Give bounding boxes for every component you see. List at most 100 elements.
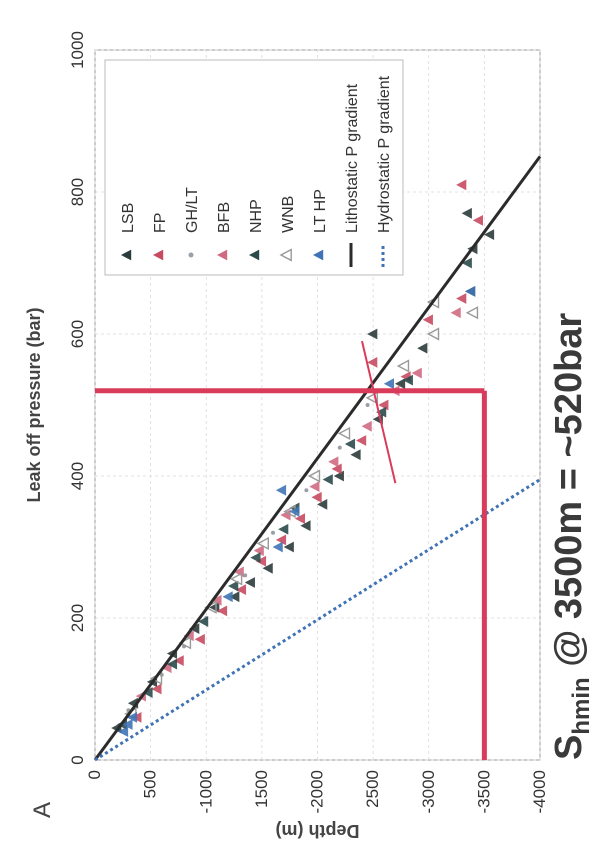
y-tick-label: -3500 (474, 770, 493, 813)
data-point (189, 623, 200, 635)
data-point (194, 633, 205, 645)
data-point (122, 719, 133, 730)
annotation-subscript: hmin (568, 677, 595, 734)
legend-swatch (217, 249, 228, 261)
data-point (483, 229, 495, 240)
data-point (228, 580, 239, 592)
x-axis-label: Leak off pressure (bar) (24, 307, 44, 502)
x-tick-label: 800 (68, 178, 87, 206)
data-point (337, 445, 342, 450)
data-point (426, 327, 440, 341)
data-point (417, 342, 428, 354)
y-tick-label: 1500 (252, 770, 271, 808)
data-point (307, 469, 321, 483)
data-point (280, 509, 291, 521)
data-point (256, 536, 269, 551)
data-point (322, 474, 333, 485)
legend-swatch (153, 249, 164, 261)
data-point (183, 630, 194, 642)
data-point (309, 481, 320, 493)
data-point (317, 499, 328, 510)
data-point (394, 378, 406, 390)
data-point (472, 215, 484, 226)
line-lithostatic-p-gradient (93, 155, 542, 761)
x-tick-label: 400 (68, 462, 87, 490)
legend-label: FP (152, 213, 169, 233)
data-point (367, 328, 378, 340)
data-point (262, 562, 273, 574)
data-point (461, 257, 472, 269)
data-point (244, 577, 255, 588)
data-point (166, 658, 178, 670)
series-fp (131, 179, 484, 723)
data-point (356, 435, 367, 446)
legend-label: WNB (280, 196, 297, 233)
data-point (117, 726, 129, 737)
data-point (222, 591, 233, 603)
data-point (178, 636, 192, 650)
y-tick-label: -1000 (196, 770, 215, 813)
data-point (229, 572, 243, 586)
legend-label: GH/LT (184, 187, 201, 233)
data-point (209, 601, 220, 613)
y-tick-label: -3000 (419, 770, 438, 813)
data-point (253, 545, 264, 556)
data-point (402, 374, 413, 386)
legend-label: LSB (120, 203, 137, 233)
y-tick-label: 500 (141, 770, 160, 798)
data-point (198, 616, 209, 627)
data-point (422, 314, 433, 326)
data-point (275, 534, 287, 546)
data-point (344, 438, 356, 450)
data-point (311, 491, 322, 503)
series-lsb (111, 207, 495, 734)
y-tick-label: 0 (85, 770, 104, 779)
data-point (294, 513, 306, 524)
annotation-main: S (548, 735, 590, 760)
annotation-text: Shmin @ 3500m = ~520bar (548, 313, 595, 760)
legend-swatch (279, 248, 292, 262)
data-point (255, 555, 267, 567)
data-point (229, 591, 240, 603)
data-point (456, 179, 467, 191)
data-point (411, 367, 422, 379)
annotation-container: Shmin @ 3500m = ~520bar (536, 0, 596, 850)
x-tick-label: 600 (68, 320, 87, 348)
data-point (350, 449, 361, 461)
panel-label: A (29, 802, 56, 818)
x-tick-label: 200 (68, 604, 87, 632)
annotation-svg: Shmin @ 3500m = ~520bar (548, 313, 595, 760)
data-point (461, 207, 472, 219)
data-point (271, 530, 275, 535)
line-hydrostatic-p-gradient (94, 478, 541, 762)
data-point (361, 420, 372, 432)
legend-swatch (313, 249, 324, 261)
data-point (173, 655, 184, 666)
data-point (216, 605, 228, 617)
data-point (456, 293, 467, 304)
legend-label: BFB (216, 202, 233, 233)
data-point (365, 391, 379, 405)
data-point (383, 378, 395, 390)
line-trend-line (361, 340, 397, 484)
data-point (450, 307, 461, 319)
data-point (365, 403, 370, 407)
data-point (235, 584, 247, 595)
legend-label: Lithostatic P gradient (344, 83, 361, 233)
legend-label: Hydrostatic P gradient (376, 75, 393, 233)
y-tick-label: 2500 (363, 770, 382, 808)
data-point (126, 712, 138, 723)
legend-label: NHP (248, 199, 265, 233)
data-point (151, 683, 162, 695)
y-axis-label: Depth (m) (276, 821, 360, 841)
legend-swatch (249, 249, 260, 261)
annotation-rest: @ 3500m = ~520bar (548, 313, 590, 678)
data-point (275, 484, 287, 496)
data-point (142, 687, 153, 698)
data-point (396, 359, 410, 373)
x-tick-label: 1000 (68, 31, 87, 69)
data-point (331, 463, 342, 475)
legend-swatch (121, 249, 132, 261)
